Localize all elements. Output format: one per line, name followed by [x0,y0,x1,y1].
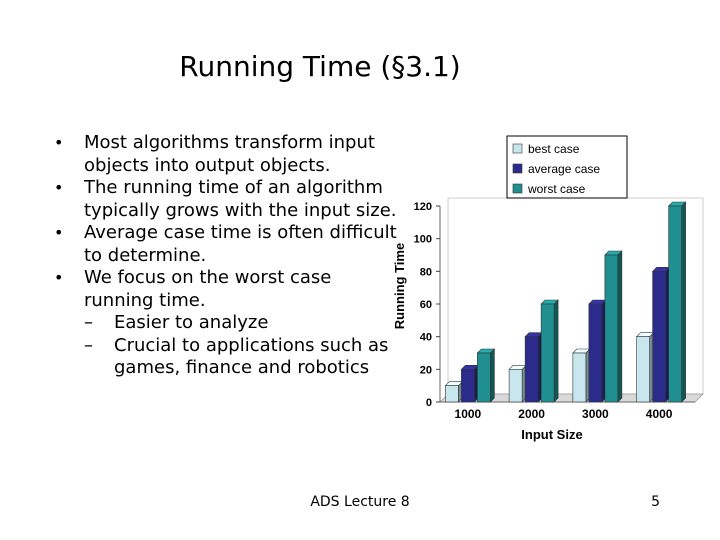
bar-worst-case [668,205,682,403]
bar-side [681,201,686,403]
sub-bullet-list: Easier to analyze Crucial to application… [84,312,397,380]
x-tick-label: 1000 [455,407,482,421]
x-tick-label: 3000 [582,407,609,421]
page-number: 5 [651,494,660,510]
bullet-item: We focus on the worst case running time.… [52,267,397,380]
bar-worst-case [540,303,555,403]
x-tick-label: 2000 [518,407,545,421]
bar-best-case [572,352,587,403]
sub-bullet-item: Easier to analyze [84,312,397,335]
legend-box [506,135,628,199]
slide-title: Running Time (§3.1) [179,50,461,83]
bar-side [490,348,495,403]
y-tick-label: 0 [426,397,432,409]
x-axis-title: Input Size [521,427,582,442]
bar-best-case [508,369,523,403]
bar-average-case [524,336,539,403]
legend-label: best case [528,142,580,156]
bar-best-case [636,336,650,403]
footer-text: ADS Lecture 8 [310,494,410,510]
bar-side [617,250,623,403]
legend-swatch [512,183,523,194]
y-tick-label: 20 [420,364,432,376]
y-tick-label: 40 [420,332,432,344]
bar-average-case [588,303,603,403]
bullet-text: We focus on the worst case running time. [84,267,332,311]
bar-average-case [461,369,475,403]
sub-bullet-item: Crucial to applications such as games, f… [84,335,397,380]
legend-swatch [512,143,523,154]
y-axis-title: Running Time [392,243,407,329]
bar-average-case [652,271,666,403]
y-tick-label: 120 [414,201,432,213]
bullet-item: Average case time is often difficult to … [52,222,397,267]
legend-label: average case [528,162,600,176]
y-tick-label: 100 [414,234,432,246]
legend-label: worst case [527,182,586,196]
bullet-list: Most algorithms transform input objects … [52,132,397,380]
bar-best-case [445,385,459,403]
bar-worst-case [477,352,491,403]
y-tick-label: 60 [420,299,432,311]
x-tick-label: 4000 [646,407,673,421]
bar-side [553,299,559,403]
y-tick-label: 80 [420,266,432,278]
legend-swatch [512,163,523,174]
bar-worst-case [604,254,619,403]
running-time-chart: 0 20 40 60 80 100 120 1000 2000 3000 4000 Input Siz… [392,135,704,442]
bullet-item: The running time of an algorithm typical… [52,177,397,222]
bullet-item: Most algorithms transform input objects … [52,132,397,177]
